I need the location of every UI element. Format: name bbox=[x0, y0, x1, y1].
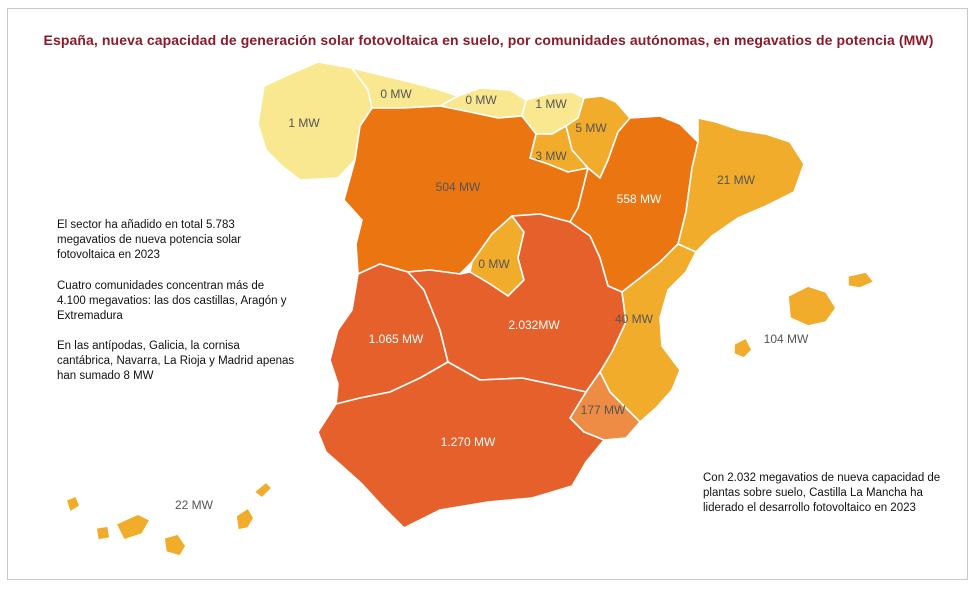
label-castilla-la-mancha: 2.032MW bbox=[508, 318, 560, 332]
note-total: El sector ha añadido en total 5.783 mega… bbox=[57, 219, 242, 261]
label-extremadura: 1.065 MW bbox=[369, 332, 424, 346]
region-andalucia[interactable] bbox=[317, 361, 605, 529]
label-murcia: 177 MW bbox=[581, 403, 626, 417]
region-cataluna[interactable] bbox=[677, 117, 805, 253]
label-madrid: 0 MW bbox=[478, 257, 510, 271]
label-andalucia: 1.270 MW bbox=[441, 435, 496, 449]
label-asturias: 0 MW bbox=[380, 87, 412, 101]
region-canarias[interactable] bbox=[65, 481, 273, 557]
note-antipodes: En las antípodas, Galicia, la cornisa ca… bbox=[57, 340, 295, 382]
label-comunidad-valenciana: 40 MW bbox=[615, 312, 654, 326]
note-four-communities: Cuatro comunidades concentran más de 4.1… bbox=[57, 280, 287, 322]
label-aragon: 558 MW bbox=[617, 192, 662, 206]
label-navarra: 5 MW bbox=[575, 121, 607, 135]
label-cantabria: 0 MW bbox=[465, 93, 497, 107]
label-galicia: 1 MW bbox=[288, 116, 320, 130]
map-title: España, nueva capacidad de generación so… bbox=[43, 32, 934, 48]
note-leader: Con 2.032 megavatios de nueva capacidad … bbox=[703, 472, 941, 514]
label-canarias: 22 MW bbox=[175, 498, 214, 512]
label-la-rioja: 3 MW bbox=[535, 149, 567, 163]
label-baleares: 104 MW bbox=[764, 332, 809, 346]
label-pais-vasco: 1 MW bbox=[535, 97, 567, 111]
label-castilla-y-leon: 504 MW bbox=[436, 180, 481, 194]
region-comunidad-valenciana[interactable] bbox=[599, 243, 697, 423]
region-baleares[interactable] bbox=[733, 271, 875, 359]
label-cataluna: 21 MW bbox=[717, 173, 756, 187]
